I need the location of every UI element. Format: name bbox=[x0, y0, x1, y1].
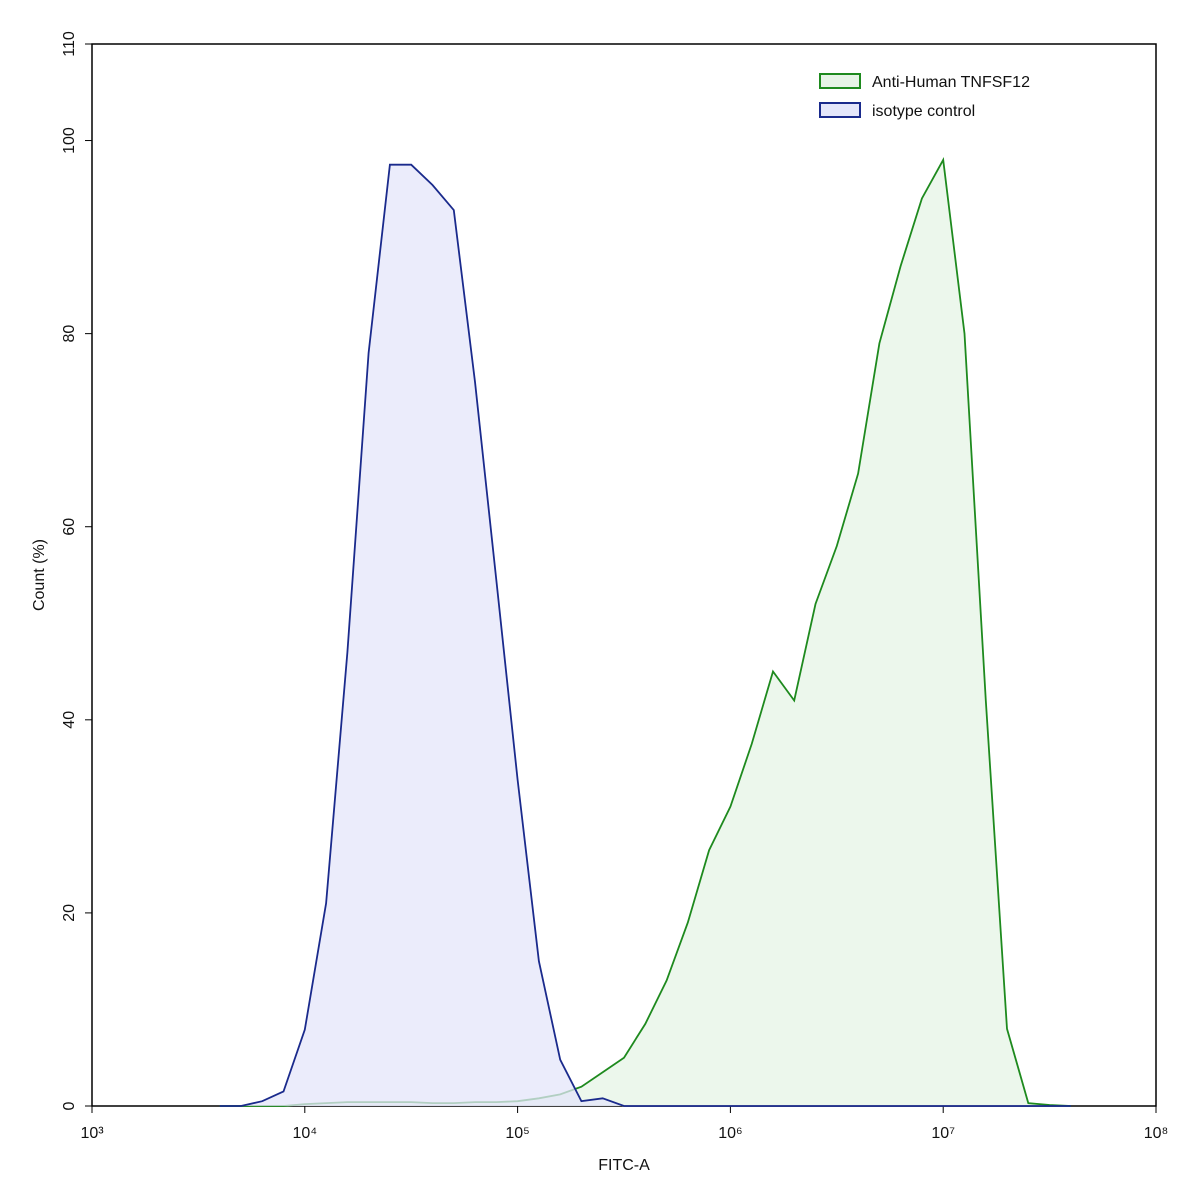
legend-swatch bbox=[819, 73, 861, 89]
x-tick-label: 10⁶ bbox=[718, 1125, 742, 1142]
legend-swatch bbox=[819, 102, 861, 118]
y-tick-label: 100 bbox=[61, 127, 78, 154]
legend-label: Anti-Human TNFSF12 bbox=[872, 74, 1030, 91]
y-tick-label: 60 bbox=[61, 518, 78, 536]
x-tick-label: 10³ bbox=[80, 1125, 104, 1142]
series-area bbox=[219, 164, 1071, 1106]
x-tick-label: 10⁴ bbox=[292, 1125, 317, 1142]
y-tick-label: 110 bbox=[61, 31, 78, 57]
y-tick-label: 0 bbox=[61, 1101, 78, 1110]
legend-label: isotype control bbox=[872, 103, 975, 120]
y-tick-label: 80 bbox=[61, 325, 78, 343]
series-line bbox=[219, 163, 1071, 1107]
x-tick-label: 10⁵ bbox=[505, 1125, 529, 1142]
y-axis-label: Count (%) bbox=[31, 539, 48, 611]
y-tick-label: 40 bbox=[61, 711, 78, 729]
y-tick-label: 20 bbox=[61, 904, 78, 922]
x-tick-label: 10⁸ bbox=[1144, 1125, 1169, 1142]
x-axis-label: FITC-A bbox=[598, 1157, 650, 1174]
x-tick-label: 10⁷ bbox=[931, 1125, 955, 1142]
series-area bbox=[219, 159, 1071, 1106]
